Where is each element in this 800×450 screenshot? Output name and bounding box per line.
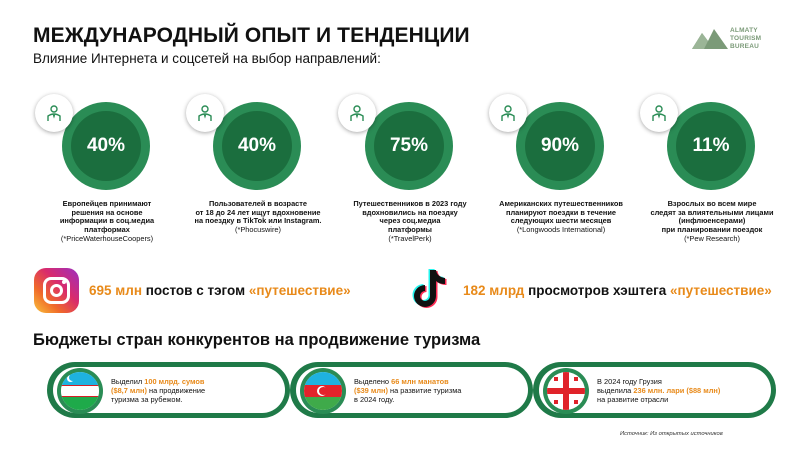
budget-text: Выделил 100 млрд. сумов ($8,7 млн) на пр… (111, 377, 205, 404)
logo-line-1: ALMATY (730, 27, 758, 34)
stat-desc-line: планируют поездки в течение (505, 207, 616, 217)
brand-logo: ALMATY TOURISM BUREAU (692, 26, 772, 52)
budget-card-uzbekistan: Выделил 100 млрд. сумов ($8,7 млн) на пр… (47, 362, 290, 418)
stat-description: Путешественников в 2023 году вдохновилис… (330, 199, 490, 244)
stat-card-5: 11% Взрослых во всем мире следят за влия… (632, 90, 782, 260)
stat-value: 40% (222, 111, 292, 181)
stat-desc-line: решения на основе (71, 207, 143, 217)
stat-source: (*Longwoods International) (516, 225, 606, 235)
tiktok-icon (412, 269, 447, 308)
logo-line-3: BUREAU (730, 43, 760, 50)
person-icon (489, 94, 527, 132)
budget-line: на продвижение (147, 386, 206, 395)
stat-desc-line: следующих шести месяцев (510, 216, 612, 226)
budget-line: выделила (597, 386, 634, 395)
uzbekistan-flag-icon (61, 372, 99, 410)
instagram-stat: 695 млн постов с тэгом «путешествие» (89, 266, 351, 314)
instagram-count: 695 млн (89, 282, 142, 298)
budget-line: Выделено (354, 377, 392, 386)
person-icon (186, 94, 224, 132)
stat-desc-line: информации в соц.медиа (59, 216, 155, 226)
stat-source: (*TravelPerk) (388, 233, 432, 243)
stat-description: Американских путешественников планируют … (481, 199, 641, 235)
stat-card-1: 40% Европейцев принимают решения на осно… (27, 90, 177, 260)
azerbaijan-flag-icon (304, 372, 342, 410)
tiktok-stat: 182 млрд просмотров хэштега «путешествие… (463, 266, 772, 314)
georgia-flag-icon (547, 372, 585, 410)
tiktok-text: просмотров хэштега (528, 282, 667, 298)
budget-line: Выделил (111, 377, 145, 386)
budget-amount-usd: ($8,7 млн) (111, 386, 147, 395)
person-icon (640, 94, 678, 132)
budget-line: В 2024 году Грузия (597, 377, 662, 386)
stat-desc-line: Европейцев принимают (62, 199, 152, 208)
stat-source: (*PriceWaterhouseCoopers) (60, 233, 154, 243)
stat-source: (*Phocuswire) (234, 225, 281, 235)
person-icon (35, 94, 73, 132)
budget-amount-usd: ($39 млн) (354, 386, 388, 395)
stat-desc-line: следят за влиятельными лицами (650, 207, 774, 217)
budget-card-georgia: В 2024 году Грузия выделила 236 млн. лар… (533, 362, 776, 418)
stat-desc-line: от 18 до 24 лет ищут вдохновение (195, 207, 321, 217)
stat-value: 90% (525, 111, 595, 181)
stat-value: 75% (374, 111, 444, 181)
page-subtitle: Влияние Интернета и соцсетей на выбор на… (33, 51, 381, 66)
stat-desc-line: вдохновились на поездку (362, 207, 458, 217)
instagram-text: постов с тэгом (145, 282, 246, 298)
stat-desc-line: платформы (388, 225, 432, 235)
budget-line: туризма за рубежом. (111, 395, 183, 404)
stat-desc-line: при планировании поездок (661, 225, 763, 235)
budget-text: Выделено 66 млн манатов ($39 млн) на раз… (354, 377, 461, 404)
stat-card-2: 40% Пользователей в возрасте от 18 до 24… (178, 90, 328, 260)
person-icon (338, 94, 376, 132)
budget-amount: 66 млн манатов (391, 377, 449, 386)
stat-description: Взрослых во всем мире следят за влиятель… (632, 199, 792, 244)
stat-desc-line: (инфлюенсерами) (678, 216, 746, 226)
stat-desc-line: платформах (84, 225, 130, 235)
stat-card-3: 75% Путешественников в 2023 году вдохнов… (330, 90, 480, 260)
budget-line: в 2024 году. (354, 395, 395, 404)
stat-desc-line: Путешественников в 2023 году (353, 199, 467, 208)
stat-desc-line: Пользователей в возрасте (208, 199, 308, 208)
mountain-logo-icon (692, 29, 728, 49)
budgets-title: Бюджеты стран конкурентов на продвижение… (33, 331, 481, 349)
budget-line: на развитие туризма (387, 386, 462, 395)
stat-desc-line: Американских путешественников (499, 199, 623, 208)
source-note: Источник: Из открытых источников (620, 431, 723, 437)
budget-line: на развитие отрасли (597, 395, 669, 404)
budget-card-azerbaijan: Выделено 66 млн манатов ($39 млн) на раз… (290, 362, 533, 418)
budget-amount: 236 млн. лари ($88 млн) (633, 386, 721, 395)
stat-card-4: 90% Американских путешественников планир… (481, 90, 631, 260)
budget-amount: 100 млрд. сумов (144, 377, 205, 386)
tiktok-tag: «путешествие» (670, 282, 772, 298)
page-title: МЕЖДУНАРОДНЫЙ ОПЫТ И ТЕНДЕНЦИИ (33, 24, 470, 47)
stat-description: Пользователей в возрасте от 18 до 24 лет… (178, 199, 338, 235)
budget-text: В 2024 году Грузия выделила 236 млн. лар… (597, 377, 720, 404)
stat-value: 40% (71, 111, 141, 181)
instagram-tag: «путешествие» (248, 282, 351, 298)
stat-description: Европейцев принимают решения на основе и… (27, 199, 187, 244)
stat-desc-line: через соц.медиа (379, 216, 441, 226)
tiktok-count: 182 млрд (463, 282, 525, 298)
stat-desc-line: на поездку в TikTok или Instagram. (194, 216, 322, 226)
stat-value: 11% (676, 111, 746, 181)
logo-line-2: TOURISM (730, 35, 762, 42)
instagram-icon (34, 268, 79, 313)
stat-desc-line: Взрослых во всем мире (667, 199, 757, 208)
stat-source: (*Pew Research) (684, 233, 740, 243)
